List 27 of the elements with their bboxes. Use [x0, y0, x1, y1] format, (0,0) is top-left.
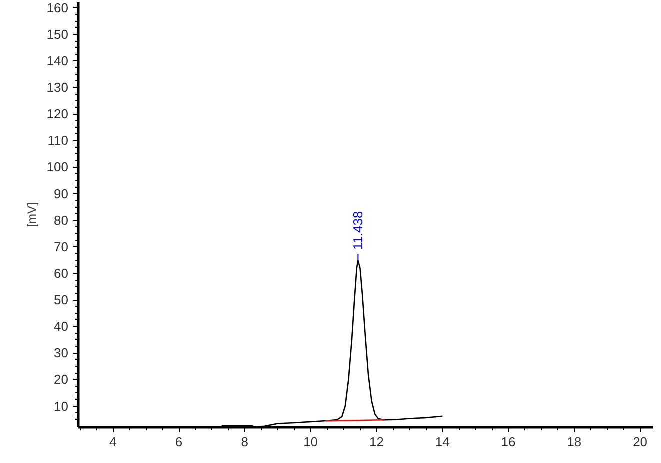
y-tick-label: 160: [46, 0, 69, 16]
y-axis-title: [mV]: [24, 202, 39, 228]
x-tick-label: 16: [501, 434, 516, 450]
x-tick-label: 20: [633, 434, 648, 450]
y-tick-label: 150: [46, 26, 69, 42]
y-tick-label: 130: [46, 80, 69, 95]
x-tick-label: 8: [241, 434, 249, 450]
y-tick-label: 30: [54, 346, 69, 361]
y-tick-label: 70: [54, 239, 69, 254]
y-tick-label: 100: [46, 160, 69, 175]
y-tick-label: 110: [48, 133, 69, 148]
x-tick-label: 6: [175, 434, 183, 450]
y-tick-label: 120: [46, 106, 69, 122]
x-tick-label: 12: [369, 434, 384, 450]
x-tick-label: 4: [109, 434, 117, 450]
y-tick-label: 40: [54, 319, 69, 334]
y-tick-label: 80: [54, 212, 69, 228]
annotation: 11.438: [350, 211, 366, 250]
x-tick-label: 10: [304, 434, 318, 450]
y-tick-label: 60: [54, 266, 69, 281]
y-tick-label: 140: [46, 53, 69, 68]
x-tick-label: 18: [567, 434, 582, 450]
x-tick-label: 14: [435, 434, 450, 450]
y-tick-label: 90: [54, 186, 69, 202]
y-tick-label: 20: [54, 372, 69, 388]
y-tick-label: 10: [54, 398, 69, 414]
y-tick-label: 50: [54, 292, 69, 308]
